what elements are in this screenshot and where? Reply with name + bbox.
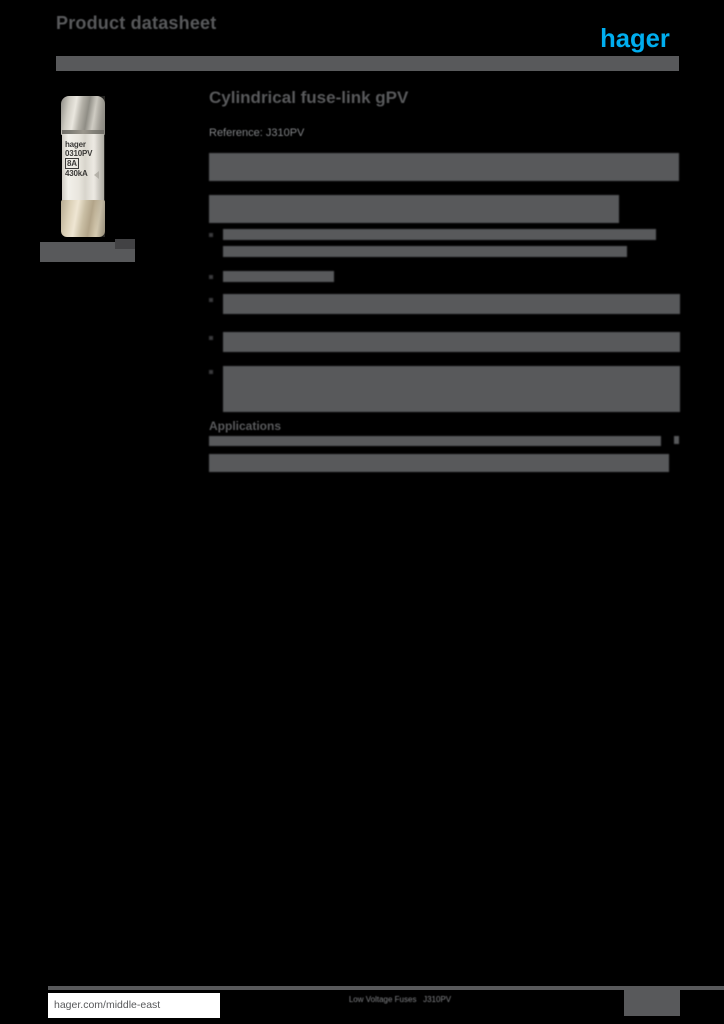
svg-text:hager: hager [600, 25, 670, 53]
